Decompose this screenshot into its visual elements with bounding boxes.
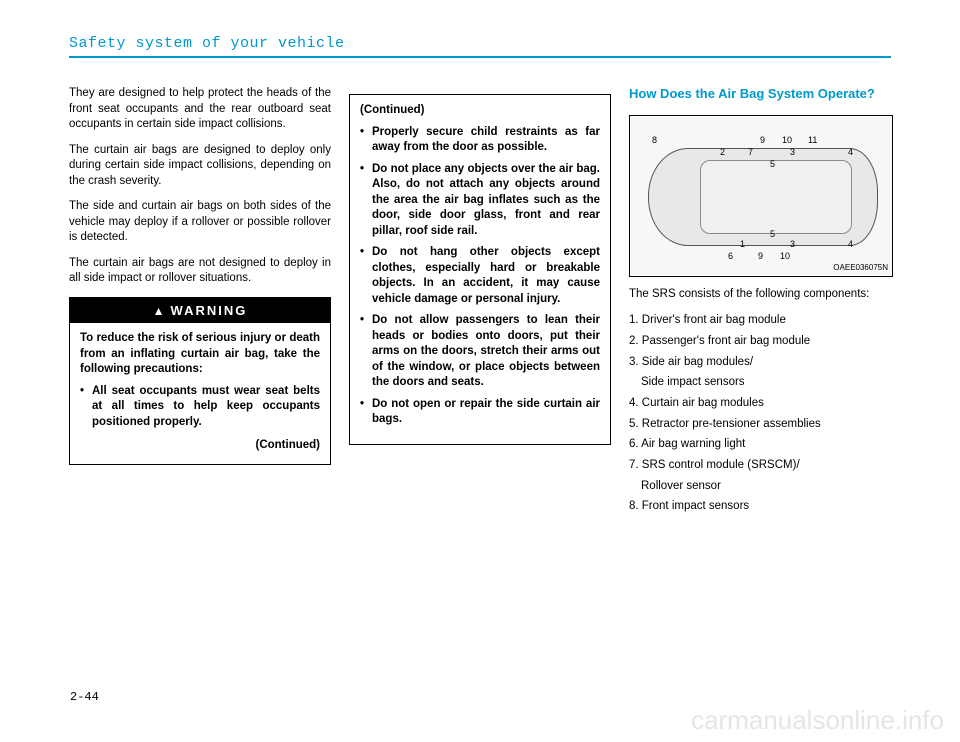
col1-p3: The side and curtain air bags on both si… — [69, 199, 331, 246]
diagram-num-7: 7 — [748, 146, 753, 158]
diagram-num-5b: 5 — [770, 228, 775, 240]
col2-bullet-1: Properly secure child restraints as far … — [360, 125, 600, 156]
continued-box: (Continued) Properly secure child restra… — [349, 94, 611, 445]
col2-bullet-2: Do not place any objects over the air ba… — [360, 162, 600, 240]
list-item-7: 7. SRS control module (SRSCM)/ — [629, 457, 891, 474]
diagram-num-6: 6 — [728, 250, 733, 262]
col2-bullet-3: Do not hang other objects except clothes… — [360, 245, 600, 307]
diagram-num-4t: 4 — [848, 146, 853, 158]
diagram-num-11: 11 — [808, 134, 817, 146]
diagram-num-10b: 10 — [780, 250, 790, 262]
warning-bullet-1: All seat occupants must wear seat belts … — [80, 384, 320, 431]
warning-intro: To reduce the risk of serious injury or … — [80, 331, 320, 378]
watermark: carmanualsonline.info — [691, 705, 944, 736]
col1-p4: The curtain air bags are not designed to… — [69, 256, 331, 287]
list-item-6: 6. Air bag warning light — [629, 436, 891, 453]
col1-p2: The curtain air bags are designed to dep… — [69, 143, 331, 190]
figure-code: OAEE036075N — [833, 263, 888, 274]
list-item-7b: Rollover sensor — [629, 478, 891, 495]
airbag-diagram: 8 9 10 11 2 7 3 4 5 1 5 3 4 6 9 10 OAEE0… — [629, 115, 893, 277]
diagram-num-3t: 3 — [790, 146, 795, 158]
content-columns: They are designed to help protect the he… — [69, 86, 891, 519]
car-interior — [700, 160, 852, 234]
continued-bottom: (Continued) — [80, 438, 320, 454]
page-number: 2-44 — [70, 690, 99, 704]
header-rule — [69, 56, 891, 58]
header-title: Safety system of your vehicle — [69, 35, 891, 52]
warning-header: ▲ WARNING — [70, 298, 330, 324]
diagram-num-2: 2 — [720, 146, 725, 158]
continued-top: (Continued) — [360, 103, 600, 119]
col2-bullet-5: Do not open or repair the side curtain a… — [360, 397, 600, 428]
list-item-2: 2. Passenger's front air bag module — [629, 333, 891, 350]
list-item-1: 1. Driver's front air bag module — [629, 312, 891, 329]
list-item-3b: Side impact sensors — [629, 374, 891, 391]
list-item-5: 5. Retractor pre-tensioner assemblies — [629, 416, 891, 433]
col2-bullet-4: Do not allow passengers to lean their he… — [360, 313, 600, 391]
list-item-3: 3. Side air bag modules/ — [629, 354, 891, 371]
column-3: How Does the Air Bag System Operate? 8 9… — [629, 86, 891, 519]
column-2: (Continued) Properly secure child restra… — [349, 86, 611, 519]
diagram-num-9t: 9 — [760, 134, 765, 146]
column-1: They are designed to help protect the he… — [69, 86, 331, 519]
diagram-num-5t: 5 — [770, 158, 775, 170]
srs-intro: The SRS consists of the following compon… — [629, 287, 891, 303]
diagram-num-10t: 10 — [782, 134, 792, 146]
section-title: How Does the Air Bag System Operate? — [629, 86, 891, 103]
diagram-num-9b: 9 — [758, 250, 763, 262]
diagram-num-3b: 3 — [790, 238, 795, 250]
component-list: 1. Driver's front air bag module 2. Pass… — [629, 312, 891, 515]
diagram-num-8: 8 — [652, 134, 657, 146]
diagram-num-1: 1 — [740, 238, 745, 250]
col1-p1: They are designed to help protect the he… — [69, 86, 331, 133]
diagram-num-4b: 4 — [848, 238, 853, 250]
list-item-4: 4. Curtain air bag modules — [629, 395, 891, 412]
list-item-8: 8. Front impact sensors — [629, 498, 891, 515]
warning-box: ▲ WARNING To reduce the risk of serious i… — [69, 297, 331, 465]
warning-label: WARNING — [171, 303, 248, 318]
warning-icon: ▲ — [153, 304, 167, 318]
